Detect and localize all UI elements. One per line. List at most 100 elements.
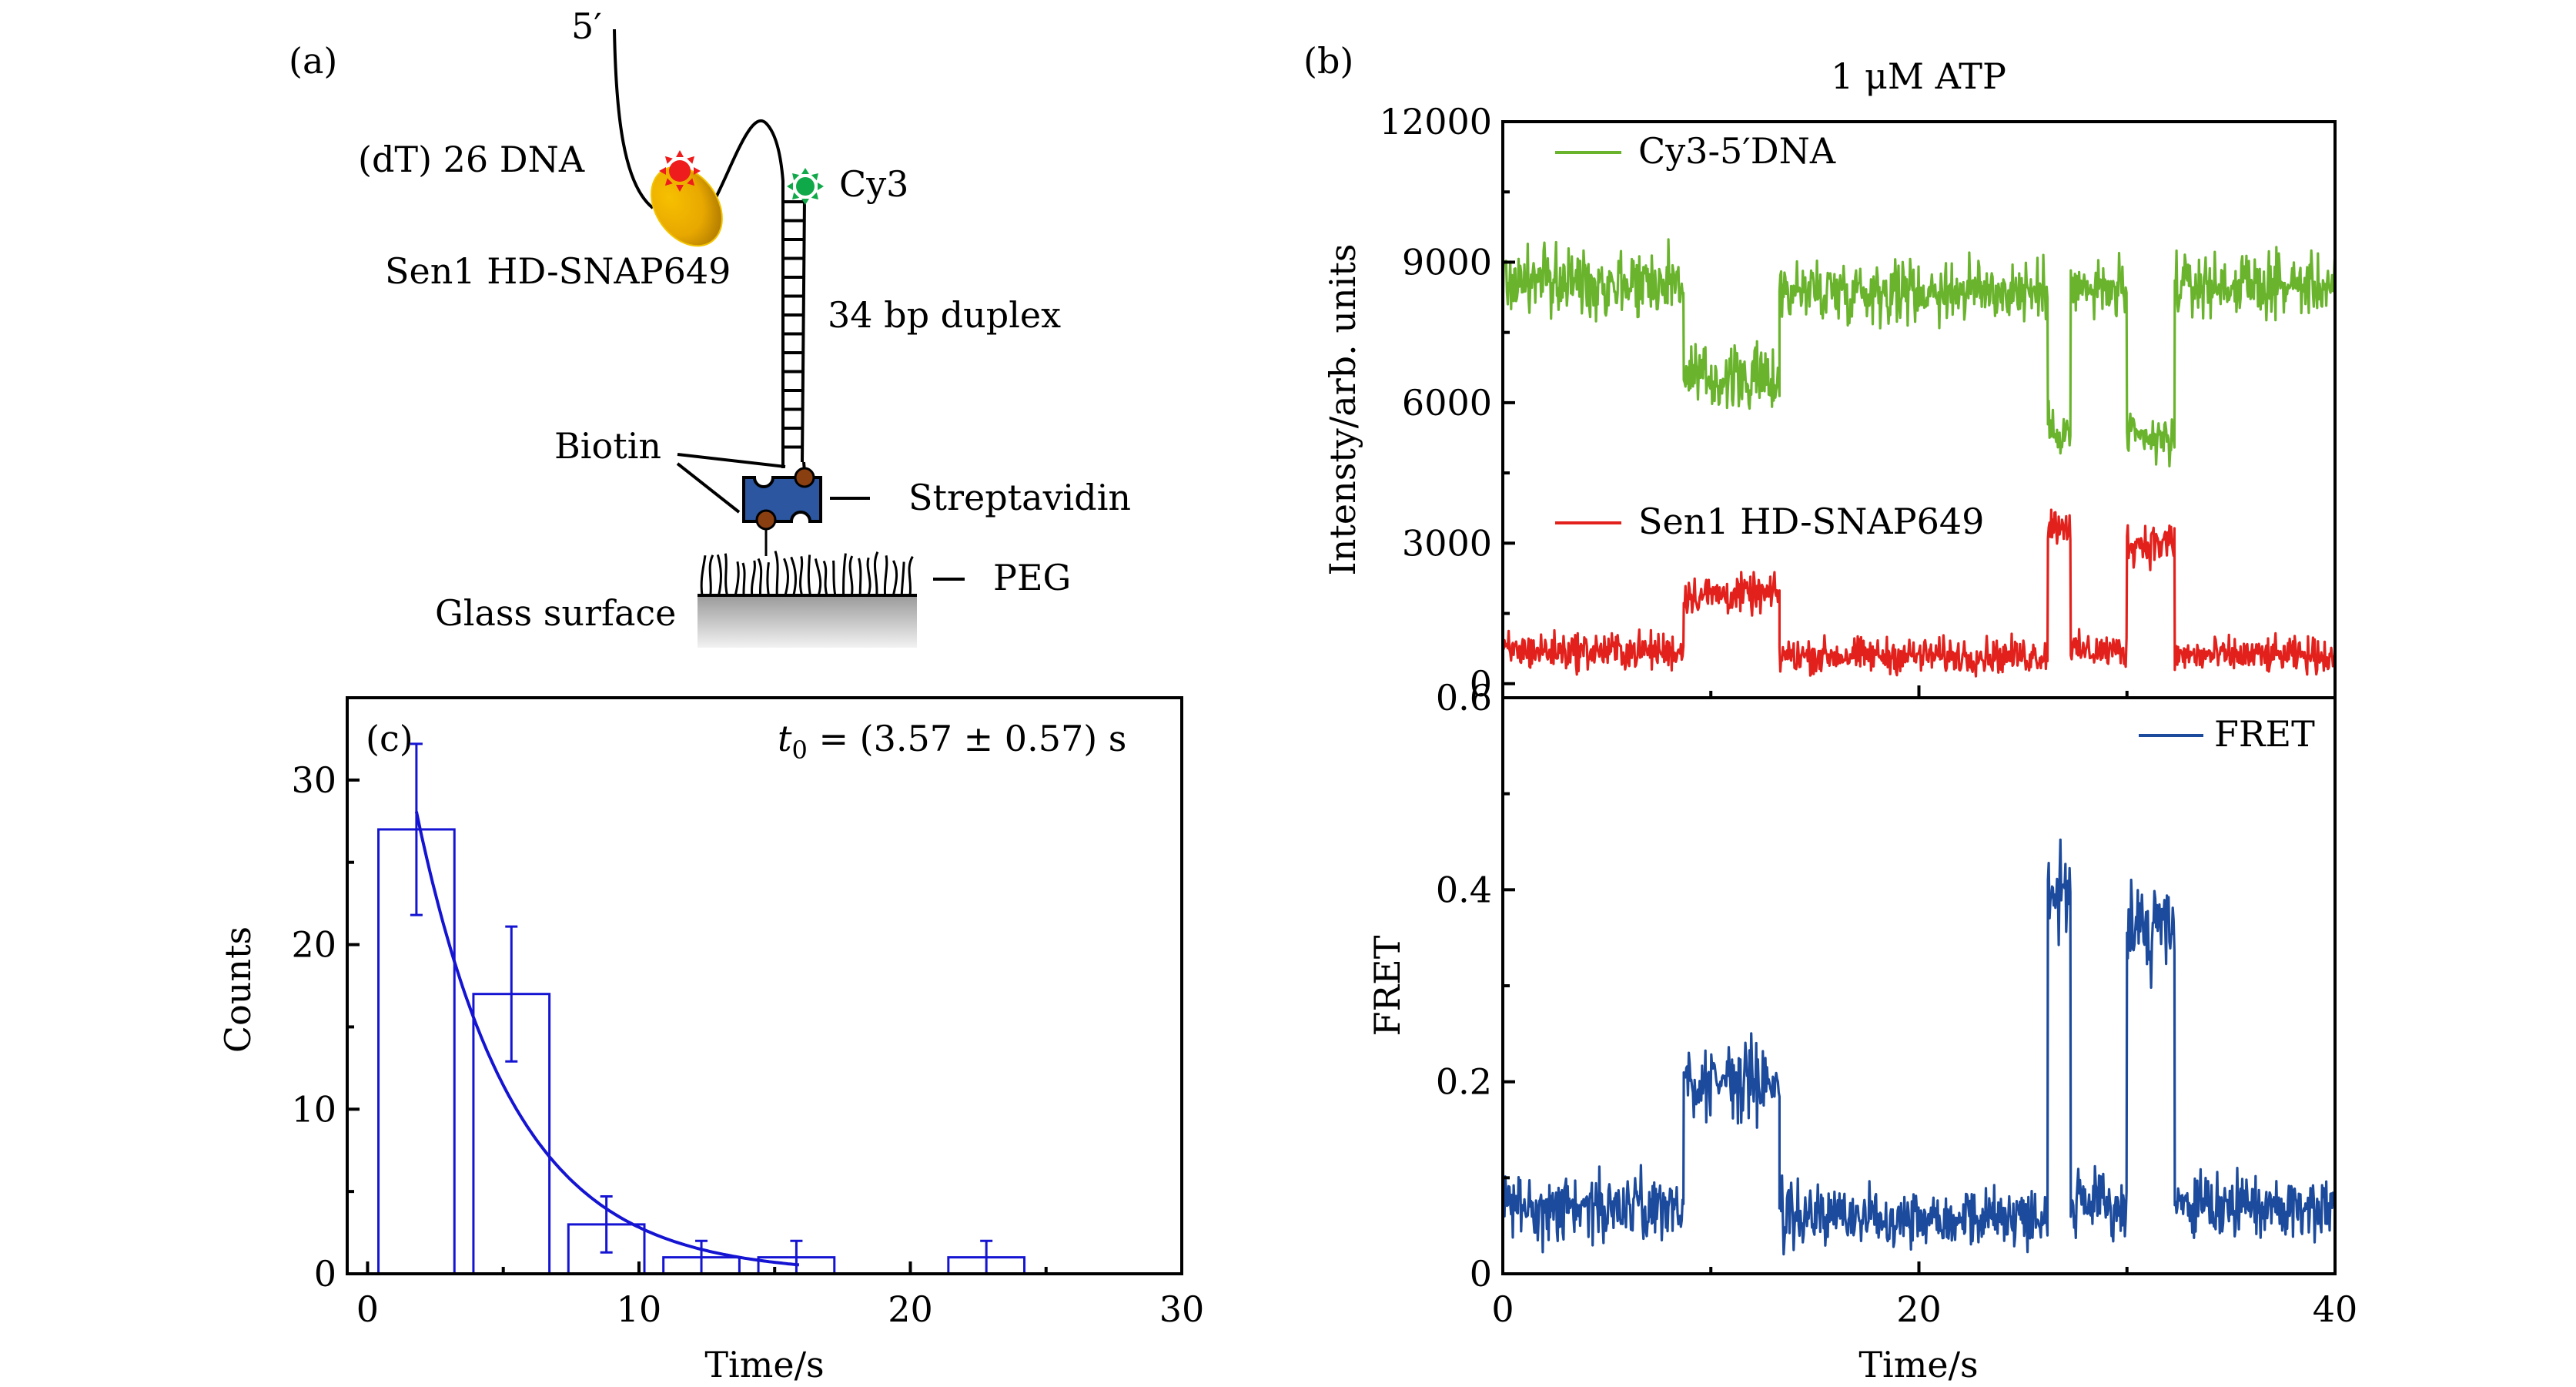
legend-cy3: Cy3-5′DNA xyxy=(1555,130,1836,172)
red-dye-icon xyxy=(659,150,701,192)
streptavidin-label: Streptavidin xyxy=(908,477,1131,518)
peg-chain xyxy=(807,554,811,596)
y-tick-label: 30 xyxy=(291,759,336,801)
dye-ray xyxy=(676,185,684,192)
dna-label: (dT) 26 DNA xyxy=(358,139,585,180)
peg-chain xyxy=(774,551,779,596)
legend-label-sen1: Sen1 HD-SNAP649 xyxy=(1638,501,1984,542)
peg-chain xyxy=(751,560,756,596)
y-tick-label: 0 xyxy=(1470,1253,1492,1295)
x-tick-label: 30 xyxy=(1159,1288,1205,1330)
peg-chain xyxy=(757,558,763,596)
peg-chain xyxy=(866,557,871,596)
peg-chain xyxy=(858,558,862,596)
y-tick-label: 12000 xyxy=(1380,101,1492,142)
panel-c-letter: (c) xyxy=(366,718,413,759)
y-tick-label: 20 xyxy=(291,924,336,966)
peg-chain xyxy=(766,561,770,596)
biotin-top-icon xyxy=(794,467,815,488)
ssdna-strand xyxy=(613,28,785,468)
dye-ray xyxy=(694,167,701,175)
y-tick-label: 0 xyxy=(314,1253,336,1295)
fret-y-axis-title: FRET xyxy=(1367,935,1408,1036)
peg-chain xyxy=(724,553,728,596)
green-dye-icon xyxy=(787,168,824,205)
peg-chain xyxy=(708,554,714,596)
panel-b: (b) 1 μM ATP 0 3000 6000 9000 12000 Intensty… xyxy=(1303,40,2357,1385)
peg-brush xyxy=(700,551,914,596)
dye-ray xyxy=(687,156,695,164)
dye-ray xyxy=(811,173,818,181)
fit-annotation: t0 = (3.57 ± 0.57) s xyxy=(778,718,1126,765)
x-tick-label: 20 xyxy=(888,1288,933,1330)
peg-chain xyxy=(900,561,905,596)
dye-ray xyxy=(676,150,684,157)
panel-a-letter: (a) xyxy=(289,40,337,82)
y-tick-label: 9000 xyxy=(1402,241,1492,283)
peg-chain xyxy=(783,558,789,596)
cy3-label: Cy3 xyxy=(839,163,908,205)
trace-fret xyxy=(1503,838,2335,1256)
y-tick-label: 6000 xyxy=(1402,382,1492,424)
trace-cy3-5-dna xyxy=(1503,238,2335,467)
x-tick-label: 40 xyxy=(2313,1288,2358,1330)
legend-sen1: Sen1 HD-SNAP649 xyxy=(1555,501,1984,542)
y-tick-label: 0.6 xyxy=(1436,677,1492,719)
annotation-variable: t xyxy=(778,718,792,759)
peg-chain xyxy=(842,553,847,596)
peg-chain xyxy=(892,560,898,596)
biotin-label: Biotin xyxy=(554,425,661,467)
dye-ray xyxy=(664,156,673,164)
x-tick-label: 10 xyxy=(617,1288,662,1330)
dye-ray xyxy=(818,183,824,190)
dye-ray xyxy=(792,192,800,199)
peg-chain xyxy=(848,555,854,596)
dye-ray xyxy=(801,168,809,174)
fret-x-axis-title: Time/s xyxy=(1858,1344,1978,1385)
peg-chain xyxy=(716,554,722,596)
protein-label: Sen1 HD-SNAP649 xyxy=(385,250,731,292)
x-tick-label: 20 xyxy=(1896,1288,1942,1330)
peg-chain xyxy=(832,560,837,596)
duplex-ladder xyxy=(781,185,806,463)
dye-ray xyxy=(687,178,695,186)
biotin-leader-2 xyxy=(676,462,741,514)
x-tick-label: 0 xyxy=(356,1288,379,1330)
peg-chain xyxy=(822,560,828,596)
intensity-plot: 0 3000 6000 9000 12000 Intensty/arb. units C… xyxy=(1322,101,2337,705)
annotation-subscript: 0 xyxy=(792,735,808,765)
counts-y-axis-title: Counts xyxy=(217,926,259,1053)
y-tick-label: 0 xyxy=(1470,663,1492,705)
fret-plot: 0 20 40 0 0.2 0.4 0.6 FRET Time/s FRET xyxy=(1367,677,2357,1385)
dye-ray xyxy=(792,173,800,181)
histogram-x-axis-title: Time/s xyxy=(704,1344,824,1385)
trace-sen1-hd-snap649 xyxy=(1503,508,2335,678)
legend-label-cy3: Cy3-5′DNA xyxy=(1638,130,1836,172)
dye-ray xyxy=(811,192,818,199)
y-tick-label: 0.4 xyxy=(1436,869,1492,910)
dye-ray xyxy=(801,199,809,205)
peg-chain xyxy=(799,556,804,596)
biotin-leader-1 xyxy=(677,453,786,468)
glass-surface xyxy=(698,595,917,648)
x-tick-label: 0 xyxy=(1491,1288,1514,1330)
biotin-bottom-icon xyxy=(755,509,777,531)
annotation-rest: = (3.57 ± 0.57) s xyxy=(808,718,1127,759)
intensity-y-axis-title: Intensty/arb. units xyxy=(1322,244,1363,576)
duplex-label: 34 bp duplex xyxy=(828,294,1061,336)
peg-label: PEG xyxy=(993,557,1071,598)
peg-chain xyxy=(790,556,798,596)
y-tick-label: 3000 xyxy=(1402,522,1492,564)
panel-b-letter: (b) xyxy=(1303,40,1353,82)
dye-ray xyxy=(659,167,666,175)
y-tick-label: 0.2 xyxy=(1436,1061,1492,1103)
five-prime-label: 5′ xyxy=(571,5,602,47)
panel-a-diagram: (a) 5′ (dT) 26 DNA Cy3 Sen1 HD-SNAP649 3… xyxy=(289,5,1131,648)
legend-label-fret: FRET xyxy=(2214,713,2315,755)
legend-fret: FRET xyxy=(2139,713,2315,755)
peg-chain xyxy=(883,555,888,596)
y-tick-label: 10 xyxy=(291,1088,336,1130)
peg-chain xyxy=(873,551,879,596)
